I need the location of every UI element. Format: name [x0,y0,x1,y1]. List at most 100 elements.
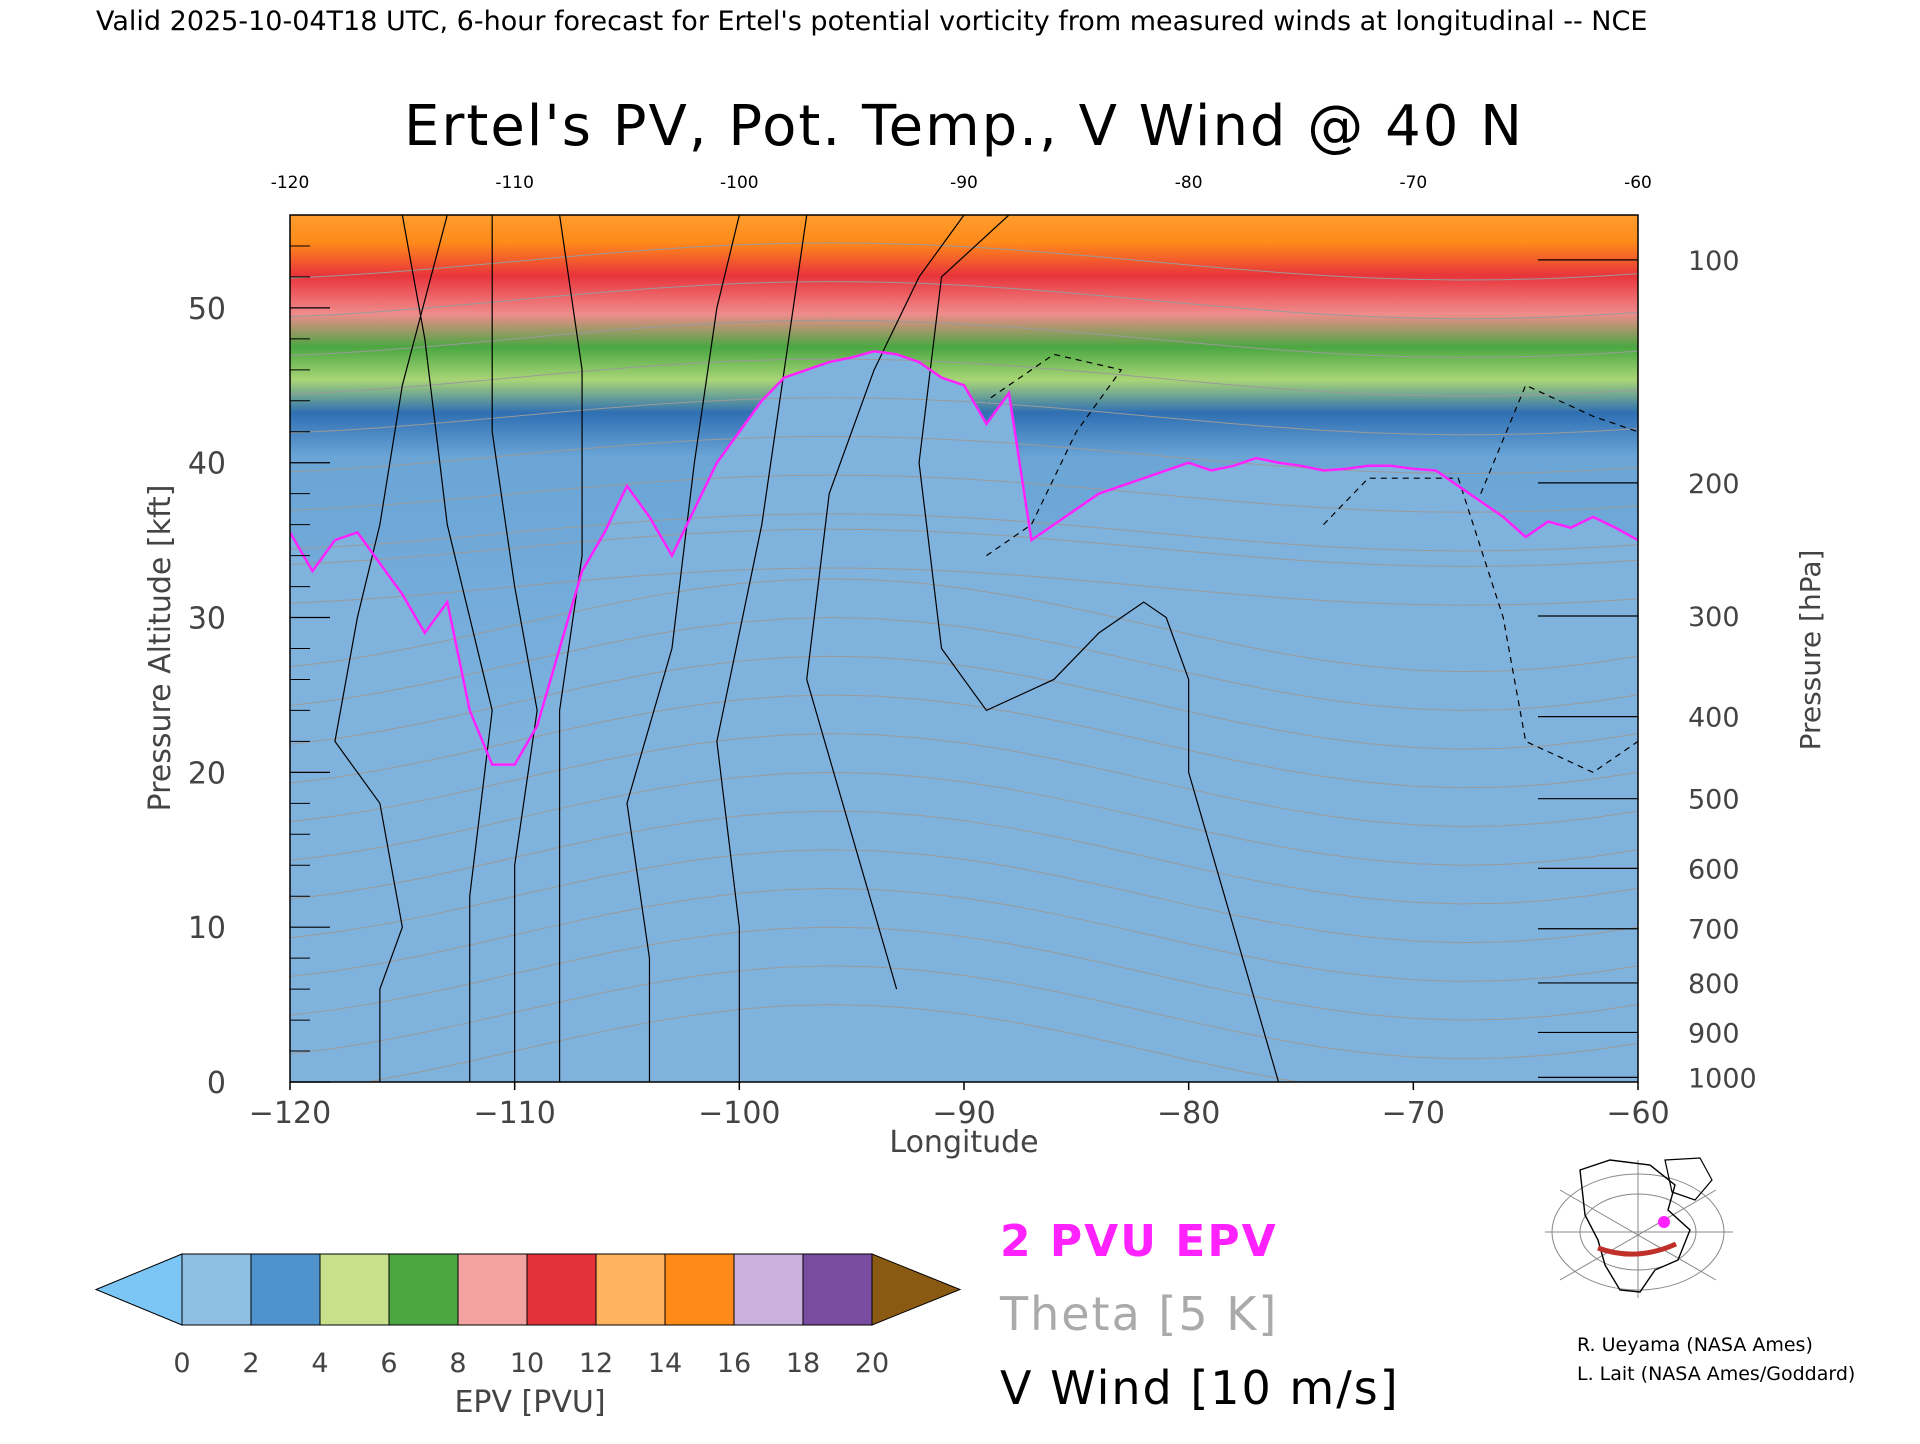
colorbar-bin [664,1253,735,1326]
latitude-40n-track [1597,1241,1678,1257]
colorbar-tick-label: 10 [510,1348,544,1379]
colorbar-bin [526,1253,597,1326]
y-tick-label: 50 [188,292,226,327]
x-tick-label: −120 [249,1096,331,1131]
credit-line-2: L. Lait (NASA Ames/Goddard) [1577,1363,1855,1385]
credit-line-1: R. Ueyama (NASA Ames) [1577,1334,1813,1356]
x-tick-label: −80 [1157,1096,1220,1131]
x-top-tick-label: -70 [1399,173,1427,193]
x-top-tick-label: -120 [271,173,310,193]
colorbar-bin [250,1253,321,1326]
theta-contour [290,513,1638,552]
colorbar-bin [457,1253,528,1326]
pressure-tick-label: 300 [1688,602,1740,633]
x-top-tick-label: -90 [950,173,978,193]
colorbar-bin [595,1253,666,1326]
x-tick-label: −70 [1382,1096,1445,1131]
colorbar-tick-label: 4 [311,1348,328,1379]
theta-contour [290,528,1638,567]
wind-contour [334,215,448,1082]
colorbar-bin [388,1253,459,1326]
theta-contour [290,435,1638,475]
theta-contour [290,655,1638,750]
pressure-axis-right: 100 200 300 400 500 600 700 800 900 1000 [1538,246,1757,1094]
y-axis-label: Pressure Altitude [kft] [143,485,178,812]
wind-contour [986,353,1123,557]
wind-contour [401,215,493,1082]
location-map-inset [1540,1152,1736,1298]
theta-contour [290,281,1638,320]
y-axis-left: 0 10 20 30 40 50 [188,245,330,1101]
theta-contour [290,474,1638,513]
pressure-axis-label: Pressure [hPa] [1794,550,1827,751]
wind-contour [716,215,808,1082]
theta-contours [290,242,1638,1082]
location-marker [1658,1216,1670,1228]
colorbar-under-arrow [94,1253,183,1326]
wind-contour [1480,384,1638,494]
plot-layers [290,215,1638,1082]
colorbar-tick-label: 20 [855,1348,889,1379]
x-tick-label: −90 [932,1096,995,1131]
y-tick-label: 30 [188,602,226,637]
x-axis-top: -120 -110 -100 -90 -80 -70 -60 [271,173,1652,193]
theta-contour [290,771,1638,866]
colorbar-tick-label: 16 [717,1348,751,1379]
theta-contour [290,578,1638,673]
stratosphere-pv-field [290,215,1638,765]
y-tick-label: 0 [207,1066,226,1101]
pressure-tick-label: 700 [1688,915,1740,946]
colorbar-bin [319,1253,390,1326]
colorbar-tick-label: 14 [648,1348,682,1379]
greenland-outline [1664,1157,1713,1201]
colorbar-bin [733,1253,804,1326]
theta-contour [290,358,1638,397]
theta-contour [290,733,1638,827]
legend-epv: 2 PVU EPV [1000,1216,1278,1267]
colorbar-tick-label: 18 [786,1348,820,1379]
colorbar-label: EPV [PVU] [454,1385,605,1420]
wind-contour [806,215,965,990]
colorbar-bin [802,1253,873,1326]
wind-contour [491,215,538,1082]
wind-contour [559,215,583,1082]
valid-time-header: Valid 2025-10-04T18 UTC, 6-hour forecast… [96,6,1647,37]
theta-contour [290,319,1638,358]
pressure-tick-label: 200 [1688,469,1740,500]
pressure-tick-label: 600 [1688,854,1740,885]
pressure-tick-label: 1000 [1688,1063,1757,1094]
y-tick-label: 10 [188,911,226,946]
legend-vwind: V Wind [10 m/s] [1000,1361,1400,1415]
colorbar-tick-label: 2 [242,1348,259,1379]
pressure-tick-label: 100 [1688,246,1740,277]
pressure-tick-label: 800 [1688,969,1740,1000]
wind-contours [334,215,1638,1082]
theta-contour [290,397,1638,436]
wind-contour [918,215,1280,1082]
x-axis: −120 −110 −100 −90 −80 −70 −60 [249,1082,1670,1131]
theta-contour [290,694,1638,789]
legend-theta: Theta [5 K] [999,1287,1278,1341]
theta-contour [290,242,1638,281]
pressure-tick-label: 500 [1688,785,1740,816]
y-tick-label: 20 [188,756,226,791]
x-axis-label: Longitude [889,1125,1038,1160]
x-top-tick-label: -80 [1175,173,1203,193]
colorbar-tick-label: 0 [173,1348,190,1379]
chart-title: Ertel's PV, Pot. Temp., V Wind @ 40 N [404,94,1524,159]
colorbar-tick-label: 6 [380,1348,397,1379]
wind-contour [1323,477,1638,774]
colorbar-over-arrow [871,1253,962,1326]
x-top-tick-label: -60 [1624,173,1652,193]
x-tick-label: −100 [698,1096,780,1131]
colorbar-tick-label: 8 [449,1348,466,1379]
x-tick-label: −110 [473,1096,555,1131]
wind-contour [626,215,740,1082]
colorbar-tick-label: 12 [579,1348,613,1379]
pressure-tick-label: 400 [1688,703,1740,734]
x-top-tick-label: -100 [720,173,759,193]
theta-contour [290,617,1638,711]
colorbar: 0 2 4 6 8 10 12 14 16 18 20 [94,1253,962,1379]
north-america-outline [1579,1159,1691,1293]
